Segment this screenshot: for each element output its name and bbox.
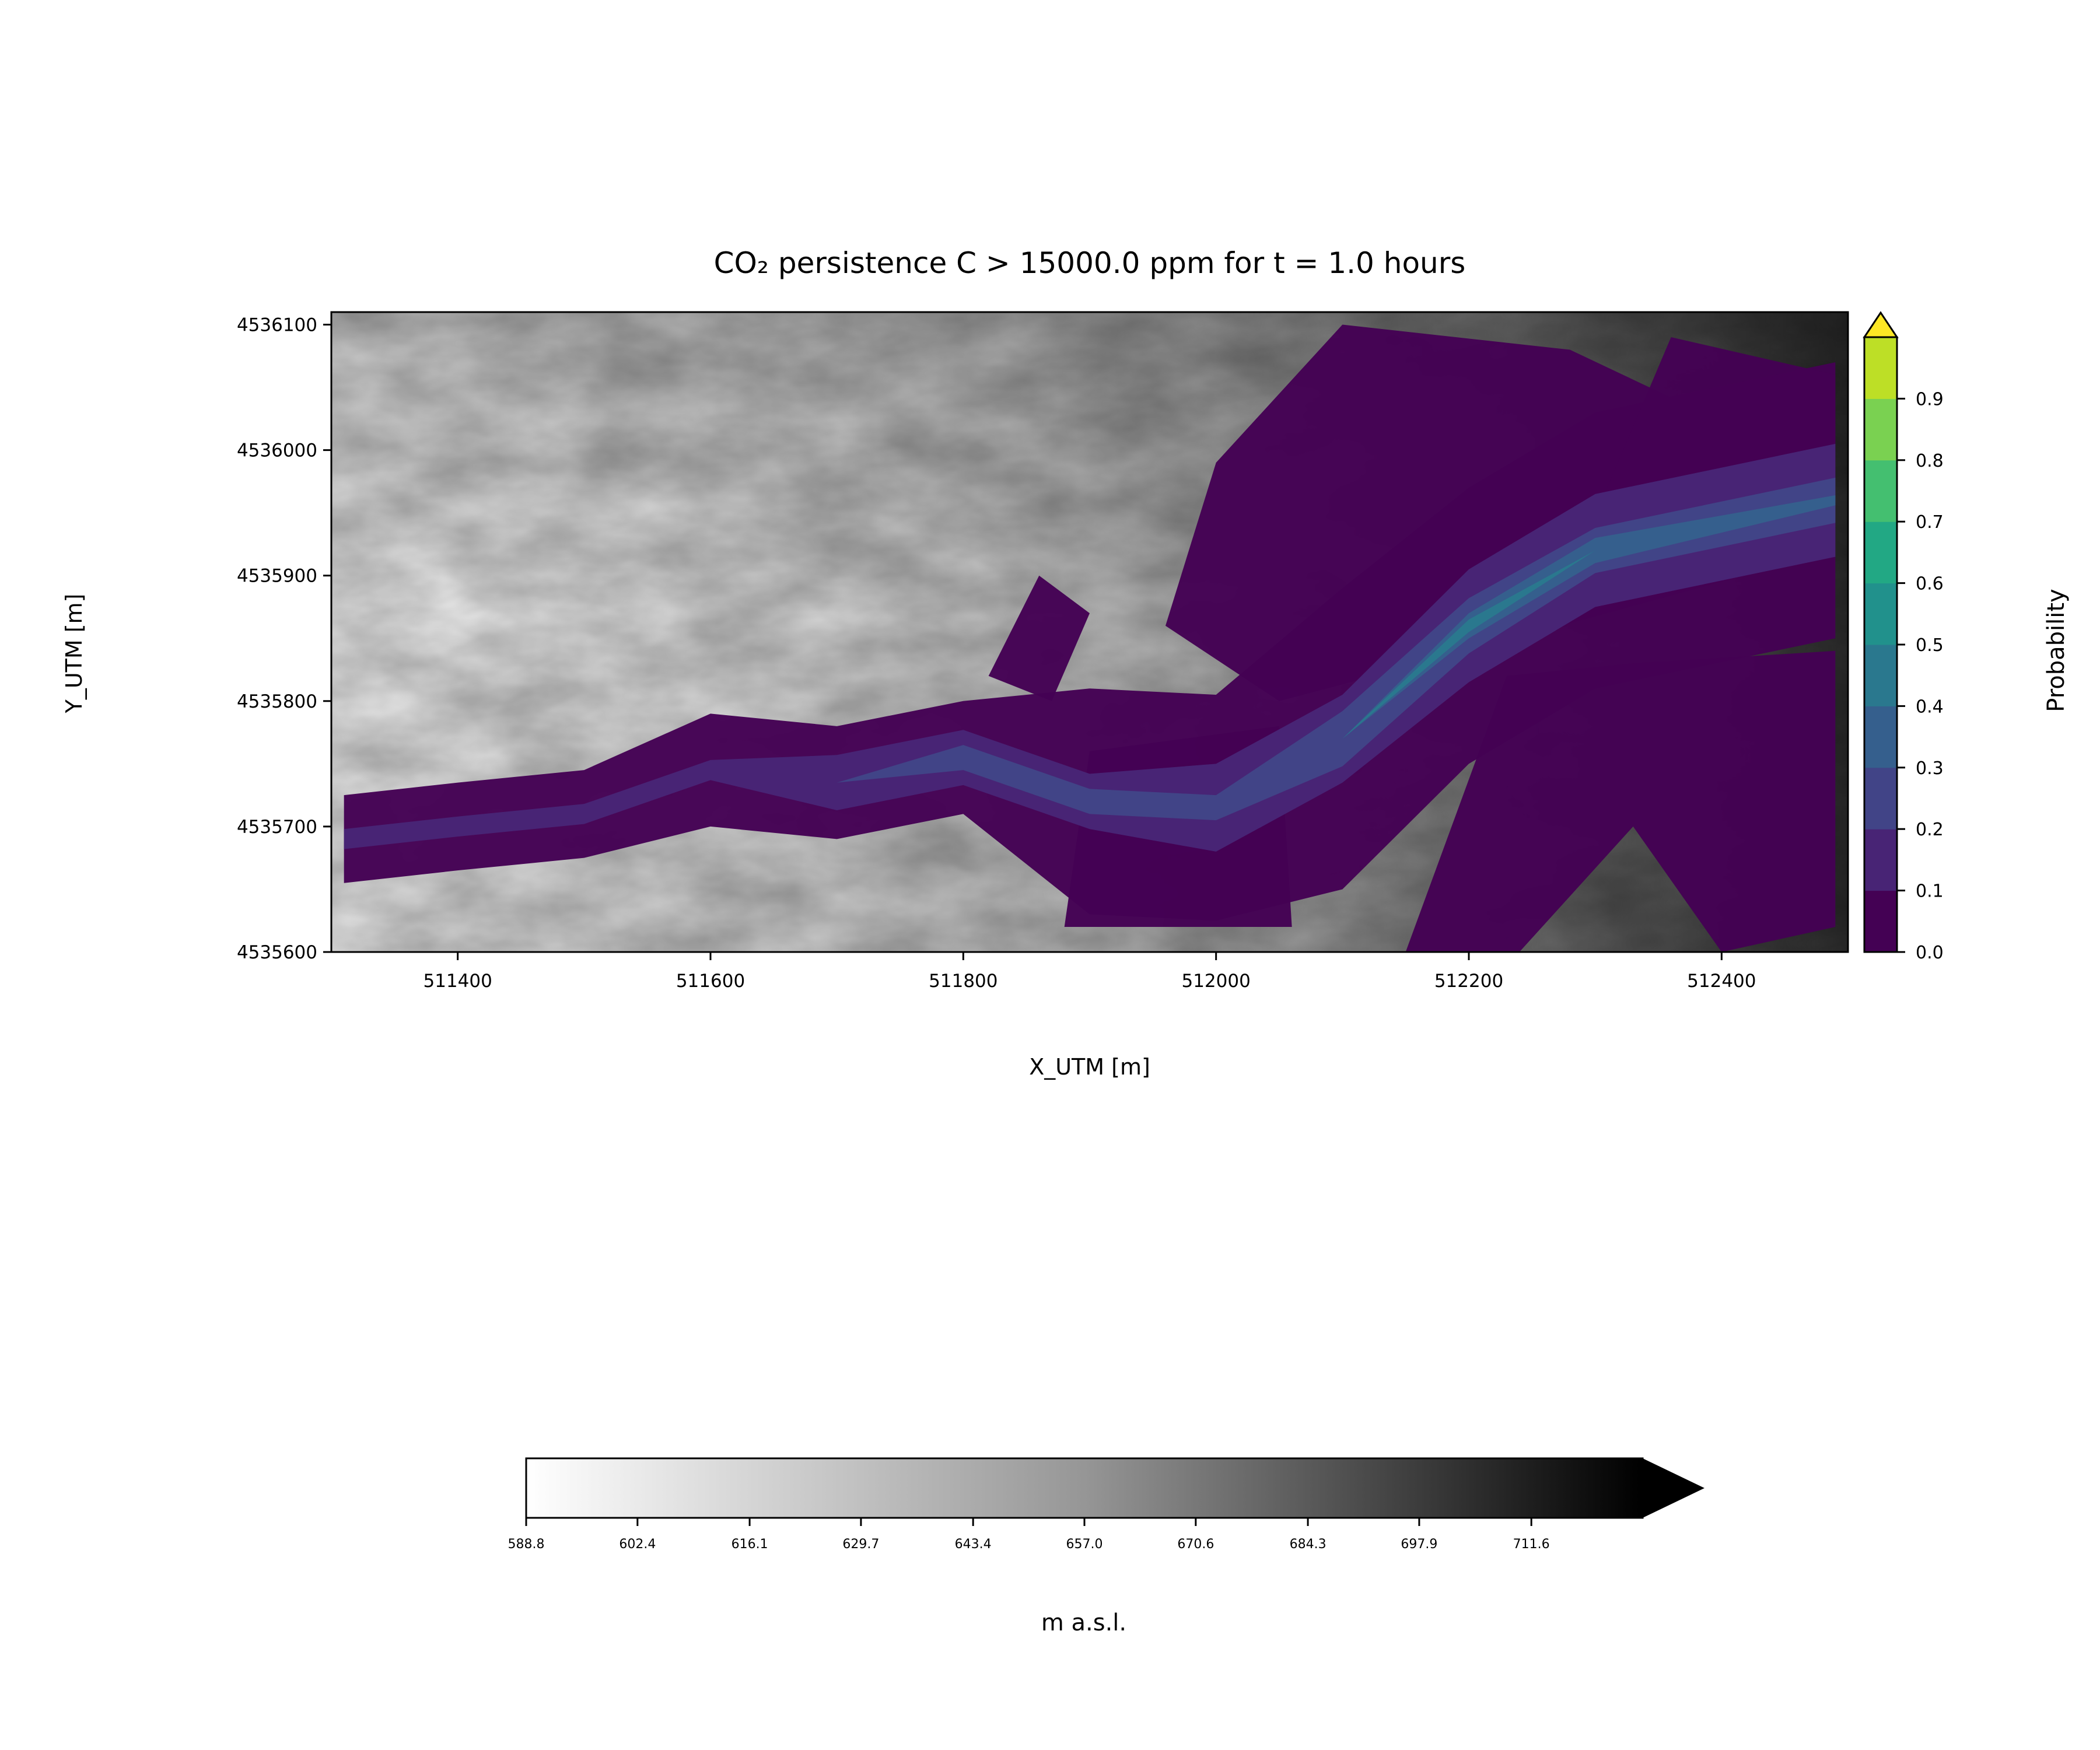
x-tick-label: 511400 bbox=[423, 971, 492, 992]
elevation-colorbar-label: m a.s.l. bbox=[1041, 1609, 1126, 1636]
elevation-colorbar: 588.8 602.4 616.1 629.7 643.4 657.0 670.6 684.3… bbox=[508, 1457, 1704, 1552]
probability-colorbar-segment bbox=[1864, 645, 1897, 706]
y-tick-label: 4536100 bbox=[237, 315, 317, 336]
elevation-tick-label: 616.1 bbox=[732, 1537, 768, 1552]
y-tick-label: 4535600 bbox=[237, 942, 317, 963]
probability-tick-label: 0.2 bbox=[1916, 820, 1944, 840]
elevation-tick-label: 588.8 bbox=[508, 1537, 545, 1552]
x-axis-label: X_UTM [m] bbox=[1029, 1054, 1150, 1080]
probability-colorbar-segment bbox=[1864, 583, 1897, 645]
probability-tick-label: 0.8 bbox=[1916, 451, 1944, 471]
probability-colorbar-segment bbox=[1864, 460, 1897, 522]
probability-colorbar-segment bbox=[1864, 829, 1897, 891]
elevation-tick-label: 670.6 bbox=[1177, 1537, 1214, 1552]
probability-tick-label: 0.5 bbox=[1916, 635, 1944, 656]
axes-frame bbox=[330, 311, 1849, 953]
plume-lobe bbox=[1405, 650, 1836, 952]
map-axes: 511400 511600 511800 512000 512200 512400 453… bbox=[61, 311, 1849, 1080]
elevation-colorbar-extend bbox=[1643, 1458, 1704, 1518]
probability-colorbar-segment bbox=[1864, 398, 1897, 461]
elevation-tick-label: 684.3 bbox=[1290, 1537, 1326, 1552]
probability-tick-label: 0.0 bbox=[1916, 943, 1944, 963]
probability-colorbar-segment bbox=[1864, 767, 1897, 830]
x-tick-label: 512000 bbox=[1181, 971, 1250, 992]
probability-tick-label: 0.3 bbox=[1916, 758, 1944, 779]
elevation-tick-label: 697.9 bbox=[1401, 1537, 1437, 1552]
elevation-colorbar-gradient bbox=[526, 1458, 1643, 1518]
plume-band-0.1 bbox=[344, 443, 1836, 852]
x-tick-label: 511800 bbox=[929, 971, 998, 992]
probability-colorbar-segment bbox=[1864, 522, 1897, 584]
elevation-tick-label: 629.7 bbox=[842, 1537, 879, 1552]
elevation-tick-label: 643.4 bbox=[955, 1537, 992, 1552]
x-axis-ticks: 511400 511600 511800 512000 512200 512400 bbox=[423, 952, 1756, 992]
probability-colorbar-extend bbox=[1863, 311, 1899, 338]
x-tick-label: 512200 bbox=[1434, 971, 1503, 992]
probability-colorbar-segment bbox=[1864, 890, 1897, 953]
y-tick-label: 4535800 bbox=[237, 691, 317, 712]
chart-title: CO₂ persistence C > 15000.0 ppm for t = … bbox=[714, 246, 1466, 280]
plume-band-0.2 bbox=[344, 477, 1836, 839]
plume-band-0.3 bbox=[344, 495, 1836, 839]
y-axis-label: Y_UTM [m] bbox=[61, 594, 87, 714]
y-tick-label: 4535900 bbox=[237, 566, 317, 587]
probability-tick-label: 0.6 bbox=[1916, 574, 1944, 594]
probability-tick-label: 0.1 bbox=[1916, 881, 1944, 902]
probability-tick-label: 0.7 bbox=[1916, 512, 1944, 533]
plume-lobe bbox=[988, 575, 1090, 701]
x-tick-label: 512400 bbox=[1687, 971, 1756, 992]
x-tick-label: 511600 bbox=[676, 971, 745, 992]
elevation-tick-label: 602.4 bbox=[619, 1537, 656, 1552]
y-tick-label: 4536000 bbox=[237, 440, 317, 461]
y-tick-label: 4535700 bbox=[237, 817, 317, 838]
probability-plume bbox=[344, 324, 1836, 952]
probability-colorbar-segment bbox=[1864, 337, 1897, 399]
probability-tick-label: 0.9 bbox=[1916, 389, 1944, 410]
probability-colorbar-segment bbox=[1864, 706, 1897, 768]
y-axis-ticks: 4535600 4535700 4535800 4535900 4536000 45361… bbox=[237, 315, 331, 963]
elevation-tick-label: 711.6 bbox=[1513, 1537, 1550, 1552]
probability-colorbar: 0.0 0.1 0.2 0.3 0.4 0.5 0.6 0.7 0.8 0.9 bbox=[1863, 311, 1944, 963]
probability-tick-label: 0.4 bbox=[1916, 696, 1944, 717]
elevation-tick-label: 657.0 bbox=[1066, 1537, 1103, 1552]
probability-colorbar-label: Probability bbox=[2043, 589, 2070, 712]
